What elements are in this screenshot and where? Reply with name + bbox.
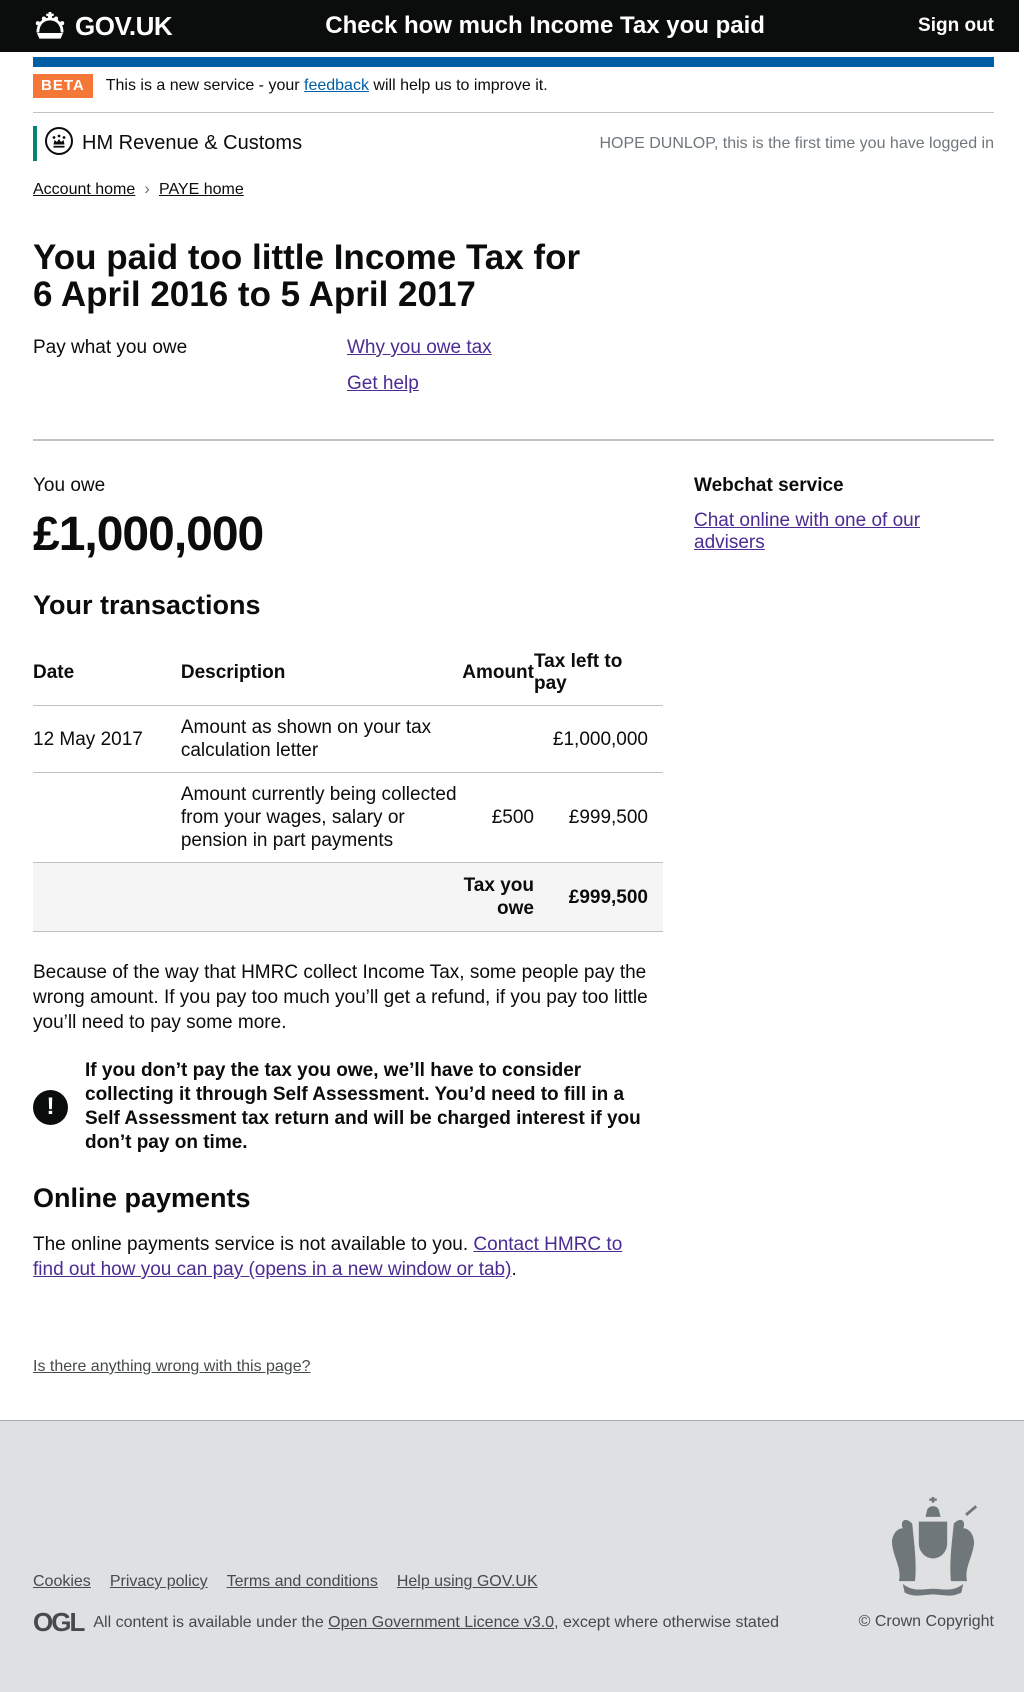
warning-notice: ! If you don’t pay the tax you owe, we’l… [33, 1059, 663, 1155]
brand-blue-bar [33, 57, 994, 67]
amount-owed: £1,000,000 [33, 508, 264, 561]
cell-description: Amount as shown on your tax calculation … [180, 705, 463, 773]
pay-what-you-owe-label: Pay what you owe [33, 337, 188, 358]
column-header-description: Description [180, 651, 463, 706]
organisation-header: HM Revenue & Customs HOPE DUNLOP, this i… [33, 126, 994, 161]
cell-date: 12 May 2017 [33, 705, 181, 773]
breadcrumb-paye-home[interactable]: PAYE home [158, 181, 244, 198]
cell-empty [33, 862, 181, 932]
govuk-logo-text: GOV.UK [75, 10, 173, 41]
table-row: 12 May 2017 Amount as shown on your tax … [33, 705, 663, 773]
you-owe-label: You owe [33, 475, 106, 496]
privacy-policy-link[interactable]: Privacy policy [109, 1573, 208, 1590]
beta-badge: BETA [33, 74, 93, 98]
licence-row: OGL All content is available under the O… [33, 1607, 779, 1638]
online-payments-period: . [511, 1259, 517, 1280]
login-status: HOPE DUNLOP, this is the first time you … [599, 134, 994, 152]
open-government-licence-link[interactable]: Open Government Licence v3.0 [328, 1613, 555, 1631]
exclamation-icon: ! [33, 1089, 68, 1125]
why-you-owe-tax-link[interactable]: Why you owe tax [347, 337, 492, 358]
main-column: You owe £1,000,000 Your transactions Dat… [33, 475, 663, 1376]
online-payments-heading: Online payments [33, 1183, 251, 1213]
crown-copyright: © Crown Copyright [858, 1613, 994, 1630]
cell-amount: £500 [462, 772, 534, 863]
table-total-row: Tax you owe £999,500 [33, 862, 663, 932]
terms-and-conditions-link[interactable]: Terms and conditions [226, 1573, 378, 1590]
help-using-govuk-link[interactable]: Help using GOV.UK [396, 1573, 538, 1590]
cell-tax-left: £999,500 [533, 772, 663, 863]
transactions-heading: Your transactions [33, 590, 261, 620]
webchat-link[interactable]: Chat online with one of our advisers [694, 510, 921, 553]
total-value: £999,500 [533, 862, 663, 932]
licence-text: All content is available under the Open … [93, 1614, 779, 1632]
header-bar: GOV.UK Check how much Income Tax you pai… [0, 0, 1019, 52]
section-divider [33, 439, 994, 441]
transactions-table: Date Description Amount Tax left to pay … [33, 651, 663, 932]
phase-text-before: This is a new service - your [105, 77, 305, 94]
phase-banner-text: This is a new service - your feedback wi… [106, 77, 548, 95]
cell-empty [180, 862, 463, 932]
footer-links: Cookies Privacy policy Terms and conditi… [33, 1573, 538, 1591]
breadcrumb-separator: › [144, 179, 150, 198]
crown-icon [33, 12, 67, 40]
table-header-row: Date Description Amount Tax left to pay [33, 651, 663, 706]
column-header-amount: Amount [462, 651, 534, 706]
phase-text-after: will help us to improve it. [368, 77, 548, 94]
royal-crest-icon [876, 1497, 990, 1606]
breadcrumb-account-home[interactable]: Account home [33, 181, 136, 198]
warning-text: If you don’t pay the tax you owe, we’ll … [85, 1060, 641, 1153]
explanation-paragraph: Because of the way that HMRC collect Inc… [33, 962, 648, 1033]
licence-text-after: , except where otherwise stated [554, 1613, 780, 1631]
total-label: Tax you owe [462, 862, 534, 932]
online-payments-text: The online payments service is not avail… [33, 1234, 474, 1255]
service-title: Check how much Income Tax you paid [325, 12, 765, 39]
page-title: You paid too little Income Tax for 6 Apri… [33, 239, 994, 313]
hmrc-crown-icon [44, 126, 74, 161]
cell-amount [462, 705, 534, 773]
ogl-logo: OGL [33, 1607, 85, 1637]
cell-description: Amount currently being collected from yo… [180, 772, 463, 863]
contact-hmrc-link[interactable]: Contact HMRC to find out how you can pay… [33, 1234, 623, 1280]
organisation-name: HM Revenue & Customs [82, 132, 303, 154]
cookies-link[interactable]: Cookies [33, 1573, 91, 1590]
column-header-date: Date [33, 651, 181, 706]
footer: Cookies Privacy policy Terms and conditi… [0, 1420, 1024, 1692]
cell-tax-left: £1,000,000 [533, 705, 663, 773]
get-help-link[interactable]: Get help [347, 373, 419, 394]
govuk-logo[interactable]: GOV.UK [33, 10, 173, 42]
cell-date [33, 772, 181, 863]
sign-out-link[interactable]: Sign out [918, 15, 994, 36]
phase-banner: BETA This is a new service - your feedba… [33, 67, 994, 113]
side-column: Webchat service Chat online with one of … [694, 475, 994, 1376]
page-title-line1: You paid too little Income Tax for [33, 238, 581, 277]
subheading-row: Pay what you owe Why you owe tax Get hel… [33, 337, 994, 395]
column-header-tax-left: Tax left to pay [533, 651, 663, 706]
licence-text-before: All content is available under the [93, 1613, 329, 1631]
page-title-line2: 6 April 2016 to 5 April 2017 [33, 275, 476, 314]
table-row: Amount currently being collected from yo… [33, 772, 663, 863]
anything-wrong-link[interactable]: Is there anything wrong with this page? [33, 1358, 311, 1375]
breadcrumb: Account home › PAYE home [33, 179, 994, 199]
online-payments-paragraph: The online payments service is not avail… [33, 1232, 655, 1282]
feedback-link[interactable]: feedback [304, 77, 369, 94]
webchat-heading: Webchat service [694, 475, 844, 496]
